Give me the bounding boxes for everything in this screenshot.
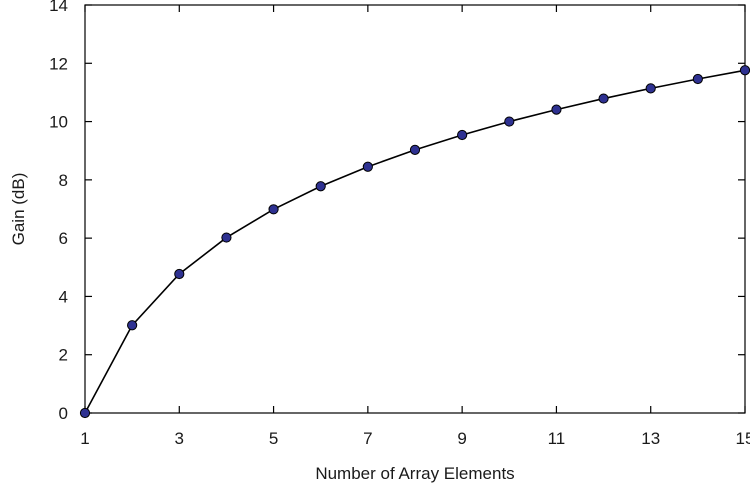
series-layer xyxy=(79,65,750,419)
y-axis-title: Gain (dB) xyxy=(9,173,28,246)
data-point xyxy=(598,93,609,104)
x-tick-label: 15 xyxy=(736,429,750,448)
data-point xyxy=(409,144,421,155)
y-axis-ticks: 0 2 4 6 8 10 12 14 xyxy=(49,0,745,423)
y-tick-label: 12 xyxy=(49,54,68,73)
y-tick-label: 4 xyxy=(59,287,68,306)
series-line xyxy=(84,69,746,414)
data-point xyxy=(221,232,232,243)
x-axis-title: Number of Array Elements xyxy=(315,464,514,483)
y-tick-label: 2 xyxy=(59,346,68,365)
plot-frame xyxy=(84,4,746,414)
x-axis-ticks: 1 3 5 7 9 11 13 15 xyxy=(80,5,750,448)
x-tick-label: 9 xyxy=(457,429,466,448)
x-tick-label: 3 xyxy=(175,429,184,448)
x-tick-label: 11 xyxy=(548,429,566,448)
y-tick-label: 0 xyxy=(59,404,68,423)
data-point xyxy=(268,204,279,215)
data-point xyxy=(645,83,656,94)
data-point xyxy=(504,116,515,127)
x-tick-label: 5 xyxy=(269,429,278,448)
data-point xyxy=(457,129,468,141)
y-tick-label: 10 xyxy=(49,113,68,132)
data-point xyxy=(315,181,326,192)
x-tick-label: 13 xyxy=(641,429,660,448)
y-tick-label: 6 xyxy=(59,229,68,248)
data-point xyxy=(551,104,562,115)
plot-border xyxy=(84,4,746,414)
data-point xyxy=(79,407,91,419)
y-tick-label: 14 xyxy=(49,0,68,15)
data-point xyxy=(174,268,185,280)
data-point xyxy=(739,65,750,76)
x-tick-label: 7 xyxy=(363,429,372,448)
x-tick-label: 1 xyxy=(80,429,89,448)
data-point xyxy=(362,161,373,172)
data-point xyxy=(692,73,703,85)
data-point xyxy=(127,320,138,331)
y-tick-label: 8 xyxy=(59,171,68,190)
